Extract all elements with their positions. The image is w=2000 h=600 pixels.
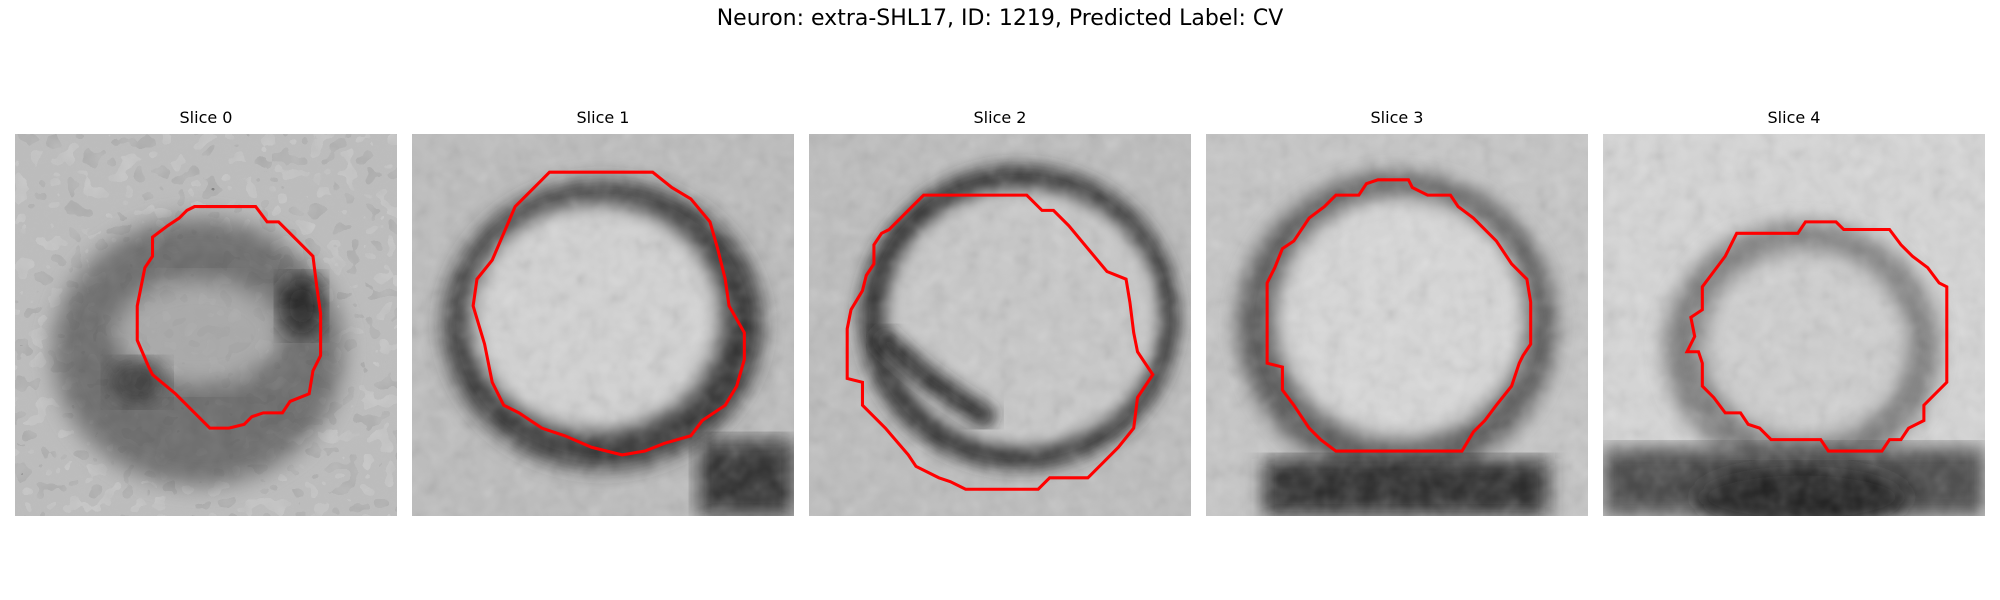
slice-title: Slice 4	[1767, 108, 1821, 127]
slice-panel-3: Slice 3	[1206, 108, 1588, 516]
slice-title: Slice 1	[576, 108, 630, 127]
slice-panel-0: Slice 0	[15, 108, 397, 516]
microscopy-image	[412, 134, 794, 516]
slice-title: Slice 3	[1370, 108, 1424, 127]
slice-panel-1: Slice 1	[412, 108, 794, 516]
microscopy-image	[1206, 134, 1588, 516]
microscopy-image	[15, 134, 397, 516]
slice-panel-2: Slice 2	[809, 108, 1191, 516]
contour-polygon	[1265, 178, 1533, 453]
contour-polygon	[471, 170, 746, 457]
microscopy-image	[809, 134, 1191, 516]
contour-polygon	[135, 205, 323, 430]
microscopy-image	[1603, 134, 1985, 516]
contour-polygon	[1684, 220, 1949, 453]
slice-title: Slice 2	[973, 108, 1027, 127]
slice-title: Slice 0	[179, 108, 233, 127]
figure-title: Neuron: extra-SHL17, ID: 1219, Predicted…	[716, 6, 1284, 31]
slice-panel-4: Slice 4	[1603, 108, 1985, 516]
contour-polygon	[845, 193, 1155, 491]
